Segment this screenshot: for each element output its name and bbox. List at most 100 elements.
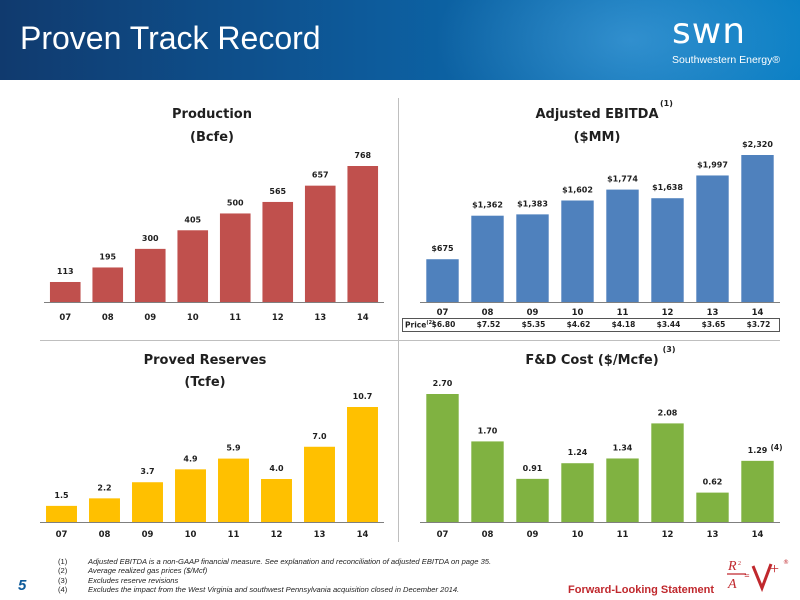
- data-label-production-09: 300: [142, 234, 159, 243]
- rv-logo-square: 2: [738, 561, 741, 567]
- x-tick-label-reserves-08: 08: [99, 530, 111, 540]
- data-label-production-12: 565: [269, 187, 286, 196]
- x-tick-label-fd_cost-13: 13: [707, 530, 719, 540]
- data-label-note-fd_cost-14: (4): [771, 443, 783, 452]
- bar-ebitda-12: [651, 198, 684, 302]
- price-cell: $5.35: [521, 320, 546, 329]
- data-label-ebitda-09: $1,383: [517, 199, 548, 208]
- footnote: (1) Adjusted EBITDA is a non-GAAP financi…: [58, 557, 578, 566]
- price-cell: $4.18: [611, 320, 636, 329]
- x-tick-label-production-09: 09: [144, 313, 156, 323]
- x-tick-label-production-14: 14: [357, 313, 369, 323]
- header-swirl-decoration: [420, 0, 800, 80]
- chart-title-note-ebitda: (1): [660, 99, 673, 108]
- x-tick-label-production-08: 08: [102, 313, 114, 323]
- footnote-text: Adjusted EBITDA is a non-GAAP financial …: [88, 557, 492, 566]
- data-label-fd_cost-07: 2.70: [433, 379, 453, 388]
- footnote-number: (4): [58, 585, 68, 595]
- bar-ebitda-09: [516, 214, 549, 302]
- bar-reserves-07: [46, 505, 77, 522]
- chart-title-note-fd_cost: (3): [663, 345, 676, 354]
- data-label-production-11: 500: [227, 198, 244, 207]
- forward-looking-statement-link[interactable]: Forward-Looking Statement: [568, 584, 715, 596]
- price-cell: $3.44: [656, 320, 681, 329]
- page-title: Proven Track Record: [20, 20, 321, 56]
- page-number: 5: [18, 577, 27, 594]
- rv-logo-a: A: [727, 577, 737, 592]
- data-label-reserves-14: 10.7: [353, 392, 373, 401]
- chart-title-reserves: Proved Reserves: [144, 353, 267, 368]
- footnote: (4) Excludes the impact from the West Vir…: [58, 585, 578, 594]
- x-tick-label-reserves-13: 13: [314, 530, 326, 540]
- bar-production-09: [134, 248, 166, 302]
- bar-ebitda-13: [696, 175, 729, 302]
- bar-production-11: [219, 213, 251, 302]
- bar-production-14: [347, 166, 379, 302]
- x-tick-label-fd_cost-08: 08: [482, 530, 494, 540]
- footnote-text: Excludes reserve revisions: [88, 575, 179, 585]
- x-tick-label-reserves-07: 07: [56, 530, 68, 540]
- x-tick-label-fd_cost-14: 14: [752, 530, 764, 540]
- x-tick-label-fd_cost-11: 11: [617, 530, 629, 540]
- footnotes: (1) Adjusted EBITDA is a non-GAAP financi…: [58, 557, 578, 595]
- data-label-fd_cost-11: 1.34: [613, 443, 633, 452]
- price-cell: $6.80: [431, 320, 456, 329]
- header-banner: Proven Track Record swn Southwestern Ene…: [0, 0, 800, 80]
- data-label-reserves-08: 2.2: [97, 483, 111, 492]
- footnote: (2) Average realized gas prices ($/Mcf): [58, 566, 578, 575]
- data-label-fd_cost-12: 2.08: [658, 408, 678, 417]
- chart-subtitle-ebitda: ($MM): [574, 130, 621, 145]
- data-label-reserves-09: 3.7: [140, 467, 154, 476]
- price-row: Price(2) $6.80 $7.52 $5.35 $4.62 $4.18 $3.44 $…: [402, 318, 780, 332]
- swn-logo: swn: [672, 11, 747, 52]
- data-label-fd_cost-09: 0.91: [523, 464, 543, 473]
- price-label-text: Price: [405, 320, 427, 330]
- data-label-production-13: 657: [312, 171, 329, 180]
- rv-logo-registered: ®: [783, 559, 789, 566]
- footnote-text: Average realized gas prices ($/Mcf): [88, 566, 208, 576]
- bar-ebitda-08: [471, 215, 504, 302]
- data-label-reserves-10: 4.9: [183, 454, 198, 463]
- footnote-number: (2): [58, 566, 68, 576]
- chart-title-fd_cost: F&D Cost ($/Mcfe): [525, 353, 658, 368]
- x-tick-label-production-12: 12: [272, 313, 284, 323]
- chart-subtitle-reserves: (Tcfe): [184, 375, 225, 390]
- chart-title-ebitda: Adjusted EBITDA: [535, 107, 658, 122]
- price-cell: $3.72: [746, 320, 771, 329]
- bar-fd_cost-08: [471, 441, 504, 522]
- bar-ebitda-11: [606, 189, 639, 302]
- chart-title-production: Production: [172, 107, 252, 122]
- data-label-fd_cost-13: 0.62: [703, 478, 723, 487]
- swn-logo-subtext: Southwestern Energy®: [672, 54, 781, 66]
- data-label-ebitda-10: $1,602: [562, 185, 593, 194]
- svg-text:=: =: [744, 572, 750, 580]
- x-tick-label-production-11: 11: [229, 313, 241, 323]
- x-tick-label-ebitda-10: 10: [572, 308, 584, 318]
- price-cell: $4.62: [566, 320, 591, 329]
- bar-ebitda-07: [426, 259, 459, 302]
- price-row-label: Price(2): [403, 320, 437, 330]
- bar-fd_cost-12: [651, 423, 684, 522]
- data-label-production-10: 405: [184, 215, 201, 224]
- data-label-reserves-13: 7.0: [312, 432, 327, 441]
- bar-fd_cost-13: [696, 492, 729, 522]
- data-label-fd_cost-10: 1.24: [568, 448, 588, 457]
- data-label-fd_cost-14: 1.29: [748, 446, 768, 455]
- bar-fd_cost-10: [561, 463, 594, 522]
- x-tick-label-ebitda-12: 12: [662, 308, 674, 318]
- footnote-text: Excludes the impact from the West Virgin…: [88, 585, 460, 595]
- x-tick-label-ebitda-11: 11: [617, 308, 629, 318]
- data-label-ebitda-08: $1,362: [472, 201, 503, 210]
- x-tick-label-reserves-10: 10: [185, 530, 197, 540]
- x-tick-label-reserves-14: 14: [357, 530, 369, 540]
- x-tick-label-production-10: 10: [187, 313, 199, 323]
- bar-reserves-11: [218, 458, 249, 522]
- bar-ebitda-10: [561, 200, 594, 302]
- bar-reserves-12: [261, 479, 292, 522]
- data-label-ebitda-07: $675: [431, 244, 454, 253]
- bar-reserves-10: [175, 469, 206, 522]
- footnote-number: (1): [58, 557, 68, 566]
- bar-production-10: [177, 230, 209, 302]
- data-label-ebitda-12: $1,638: [652, 183, 683, 192]
